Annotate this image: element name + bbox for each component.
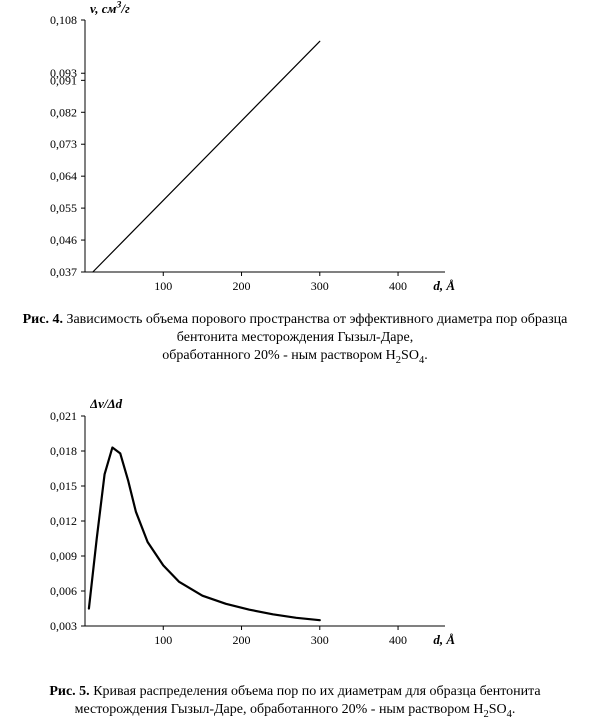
svg-text:0,082: 0,082 (50, 105, 77, 119)
chart-5: 0,003 0,006 0,009 0,012 0,015 0,018 0,021 100 20… (0, 396, 470, 654)
figure-4-caption: Рис. 4. Зависимость объема порового прос… (0, 311, 590, 368)
svg-text:0,018: 0,018 (50, 444, 77, 458)
svg-text:0,055: 0,055 (50, 201, 77, 215)
svg-text:100: 100 (154, 633, 172, 647)
svg-text:0,064: 0,064 (50, 169, 77, 183)
figure-4: 0,0370,0460,0550,0640,0730,0820,0910,093… (0, 0, 590, 305)
svg-text:300: 300 (311, 633, 329, 647)
figure-5: 0,003 0,006 0,009 0,012 0,015 0,018 0,021 100 20… (0, 396, 590, 659)
chart-4: 0,0370,0460,0550,0640,0730,0820,0910,093… (0, 0, 470, 300)
svg-text:0,037: 0,037 (50, 265, 77, 279)
svg-text:0,093: 0,093 (50, 66, 77, 80)
svg-text:200: 200 (233, 279, 251, 293)
figure-5-caption: Рис. 5. Кривая распределения объема пор … (0, 683, 590, 722)
svg-text:200: 200 (233, 633, 251, 647)
svg-text:0,108: 0,108 (50, 13, 77, 27)
svg-text:300: 300 (311, 279, 329, 293)
svg-text:0,021: 0,021 (50, 409, 77, 423)
svg-text:0,073: 0,073 (50, 137, 77, 151)
svg-text:0,003: 0,003 (50, 619, 77, 633)
svg-text:0,009: 0,009 (50, 549, 77, 563)
svg-text:0,012: 0,012 (50, 514, 77, 528)
svg-text:100: 100 (154, 279, 172, 293)
svg-text:0,006: 0,006 (50, 584, 77, 598)
svg-text:0,046: 0,046 (50, 233, 77, 247)
svg-text:0,015: 0,015 (50, 479, 77, 493)
